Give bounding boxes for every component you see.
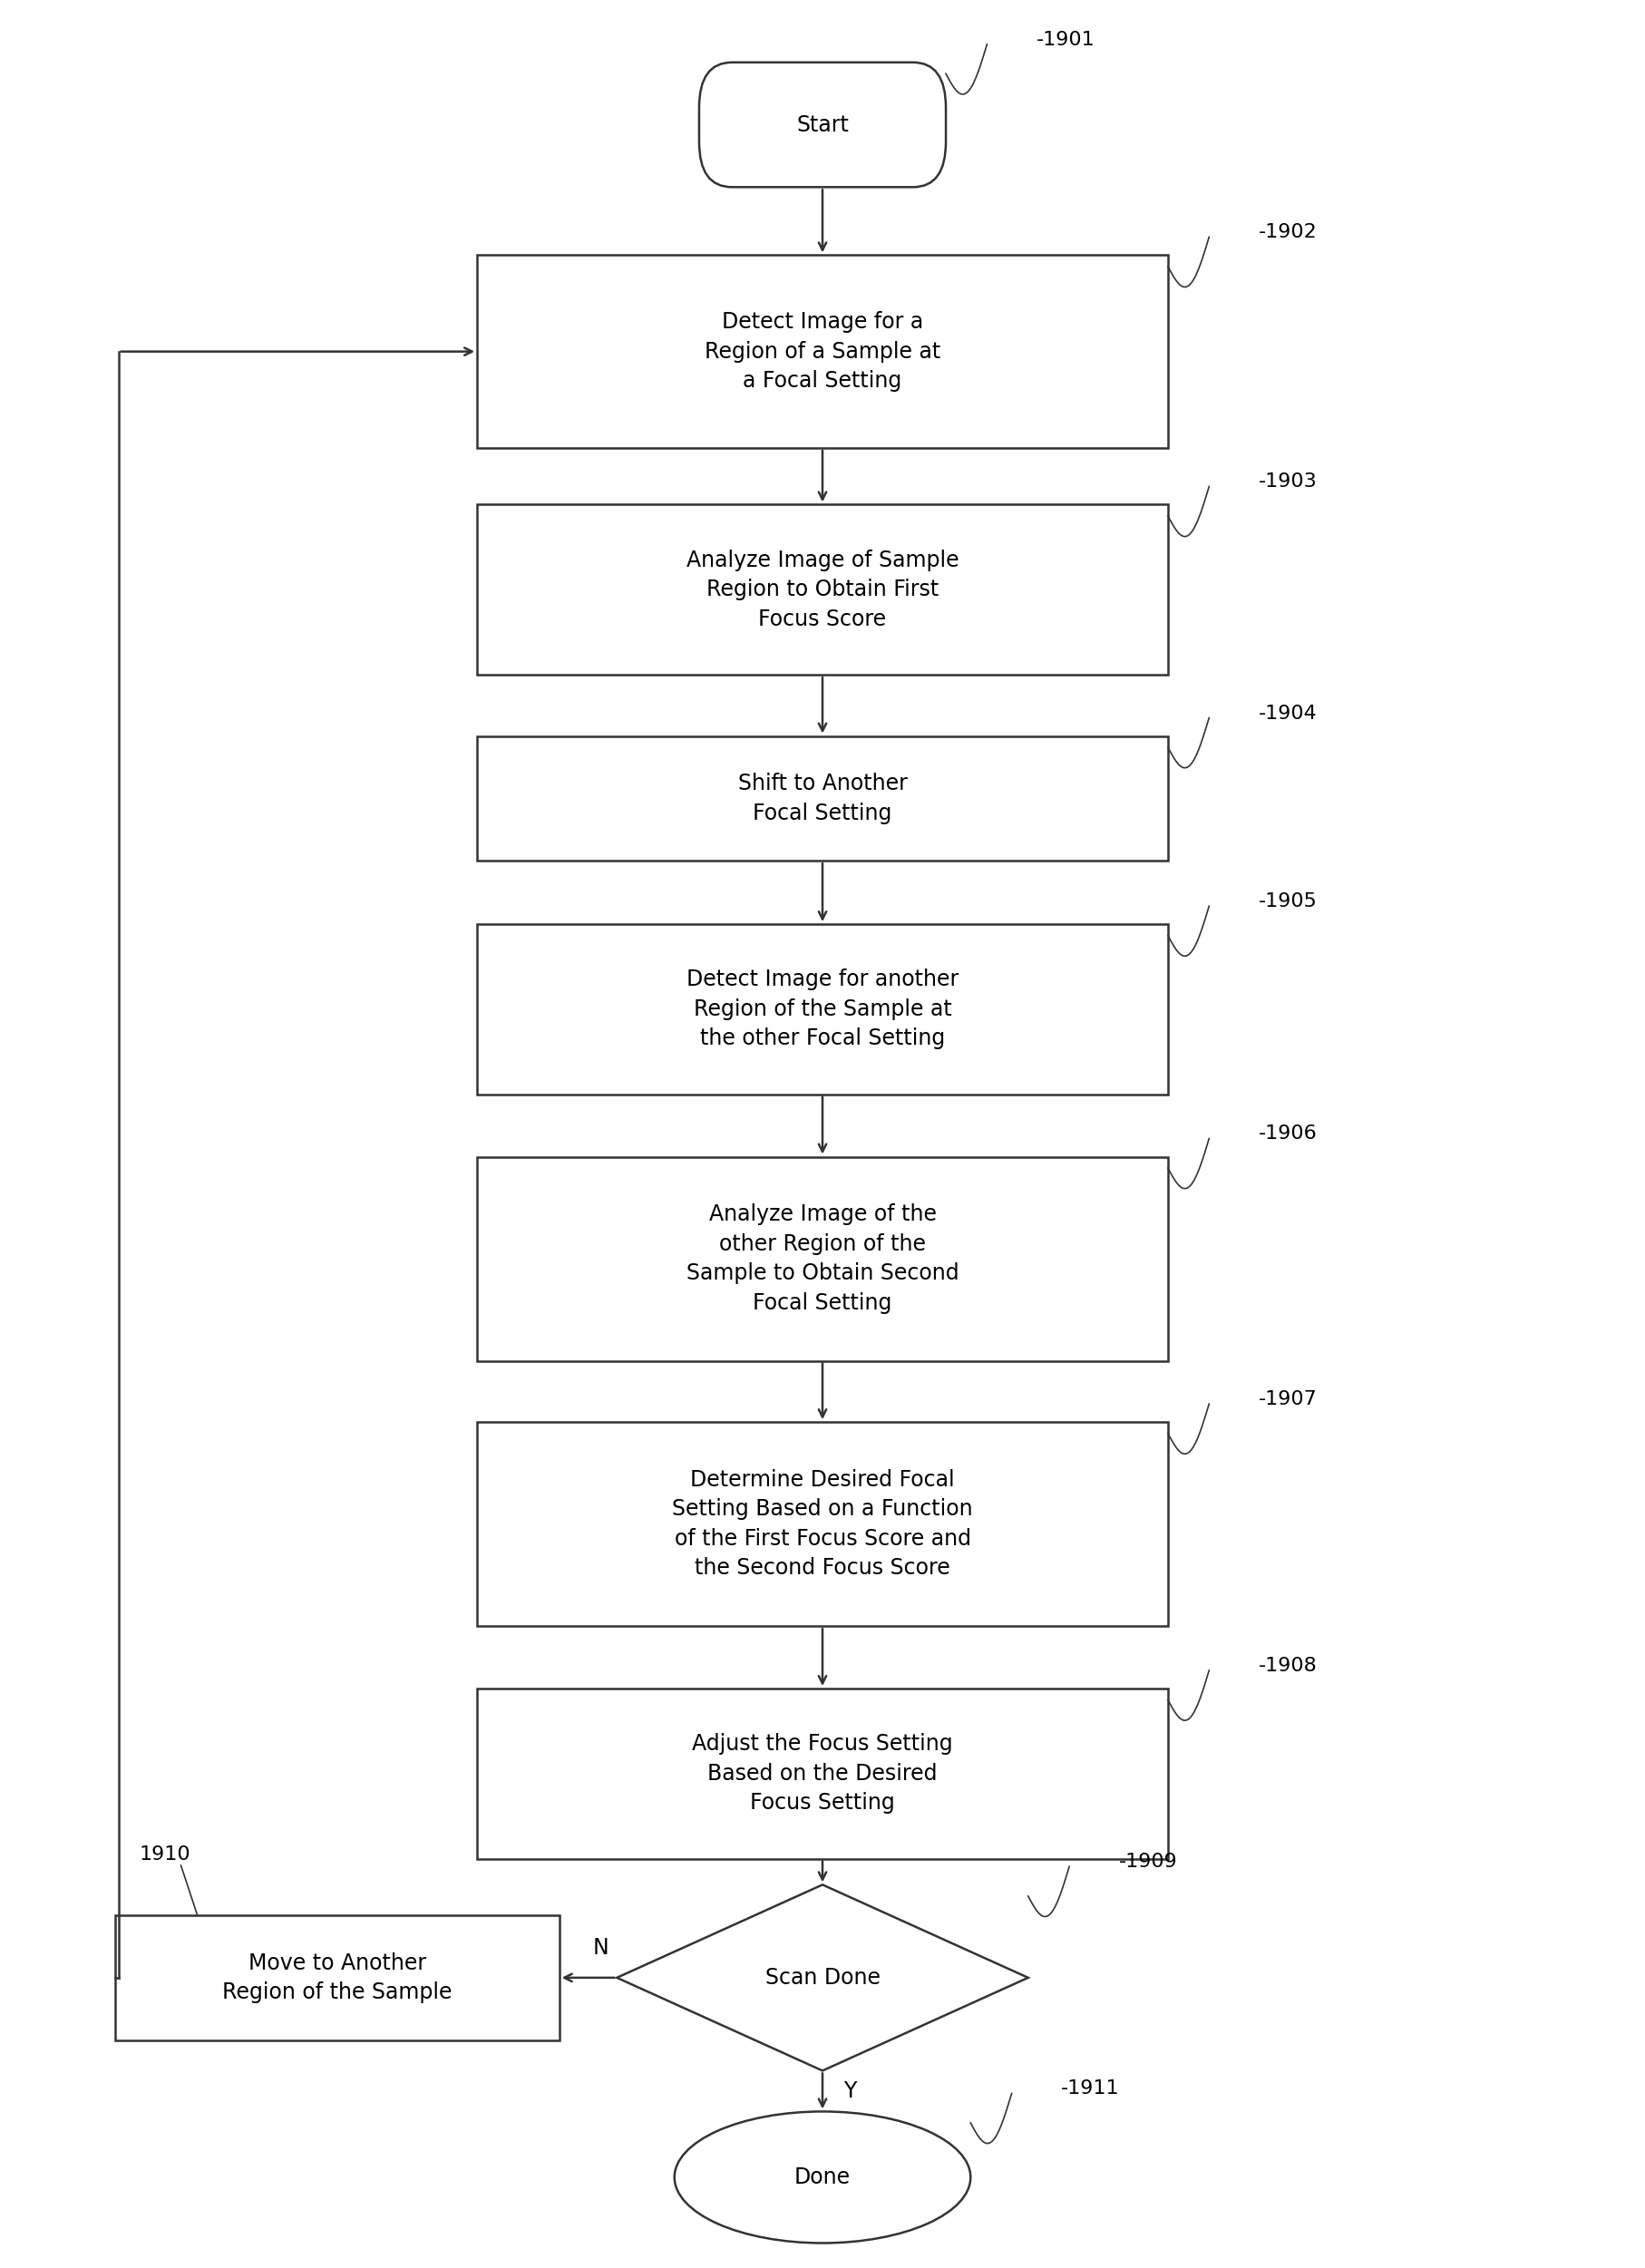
Bar bbox=[477, 1157, 1168, 1361]
Bar bbox=[477, 925, 1168, 1093]
Text: Analyze Image of Sample
Region to Obtain First
Focus Score: Analyze Image of Sample Region to Obtain… bbox=[686, 549, 959, 631]
Bar bbox=[477, 735, 1168, 860]
Bar bbox=[477, 256, 1168, 449]
Text: Done: Done bbox=[795, 2166, 850, 2189]
Text: -1908: -1908 bbox=[1258, 1658, 1318, 1674]
Text: -1907: -1907 bbox=[1258, 1390, 1318, 1408]
Text: Analyze Image of the
other Region of the
Sample to Obtain Second
Focal Setting: Analyze Image of the other Region of the… bbox=[686, 1204, 959, 1313]
Text: -1909: -1909 bbox=[1119, 1853, 1178, 1871]
FancyBboxPatch shape bbox=[699, 64, 946, 188]
Text: Shift to Another
Focal Setting: Shift to Another Focal Setting bbox=[737, 773, 908, 823]
Text: -1906: -1906 bbox=[1258, 1125, 1318, 1143]
Bar bbox=[477, 1687, 1168, 1860]
Bar bbox=[477, 1422, 1168, 1626]
Text: Start: Start bbox=[796, 113, 849, 136]
Bar bbox=[477, 506, 1168, 676]
Text: -1901: -1901 bbox=[1036, 32, 1096, 48]
Text: Y: Y bbox=[844, 2080, 857, 2102]
Text: Detect Image for another
Region of the Sample at
the other Focal Setting: Detect Image for another Region of the S… bbox=[686, 968, 959, 1050]
Text: -1904: -1904 bbox=[1258, 705, 1318, 721]
Polygon shape bbox=[617, 1885, 1028, 2071]
Text: -1911: -1911 bbox=[1061, 2080, 1120, 2098]
Text: Scan Done: Scan Done bbox=[765, 1966, 880, 1989]
Text: -1902: -1902 bbox=[1258, 225, 1318, 240]
Ellipse shape bbox=[674, 2112, 971, 2243]
Text: Detect Image for a
Region of a Sample at
a Focal Setting: Detect Image for a Region of a Sample at… bbox=[704, 311, 941, 392]
Text: Adjust the Focus Setting
Based on the Desired
Focus Setting: Adjust the Focus Setting Based on the De… bbox=[693, 1733, 952, 1814]
Text: -1905: -1905 bbox=[1258, 894, 1318, 909]
Text: 1910: 1910 bbox=[138, 1846, 191, 1862]
Bar bbox=[115, 1914, 559, 2041]
Text: -1903: -1903 bbox=[1258, 474, 1318, 490]
Text: Move to Another
Region of the Sample: Move to Another Region of the Sample bbox=[222, 1953, 452, 2003]
Text: N: N bbox=[592, 1937, 609, 1960]
Text: Determine Desired Focal
Setting Based on a Function
of the First Focus Score and: Determine Desired Focal Setting Based on… bbox=[673, 1470, 972, 1579]
